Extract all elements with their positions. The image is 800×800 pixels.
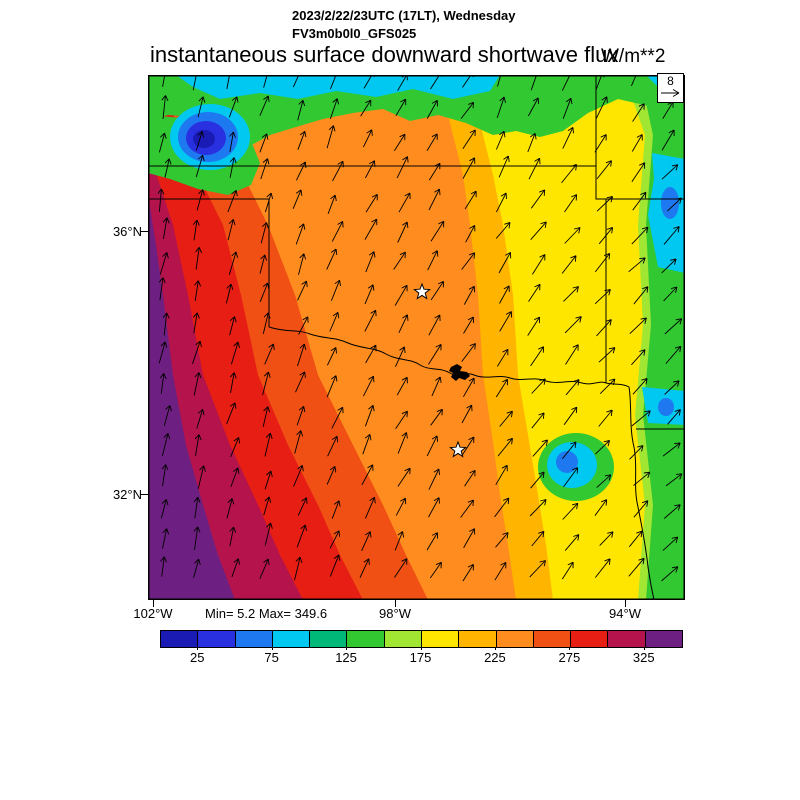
- colorbar-segment: [347, 631, 385, 647]
- colorbar-tick-label: 175: [409, 650, 432, 665]
- colorbar: [160, 630, 683, 648]
- colorbar-segment: [161, 631, 199, 647]
- minmax-label: Min= 5.2 Max= 349.6: [205, 606, 328, 621]
- reference-vector-box: 8: [657, 73, 684, 103]
- datetime-line: 2023/2/22/23UTC (17LT), Wednesday: [292, 8, 516, 23]
- colorbar-segment: [384, 631, 422, 647]
- colorbar-tick-label: 25: [189, 650, 205, 665]
- colorbar-segment: [608, 631, 646, 647]
- colorbar-segment: [533, 631, 572, 647]
- latitude-tick: [140, 494, 148, 495]
- location-star-marker: [449, 440, 467, 458]
- colorbar-tick-label: 75: [264, 650, 279, 665]
- colorbar-tick-label: 125: [335, 650, 357, 665]
- colorbar-segment: [571, 631, 609, 647]
- colorbar-tick-label: 225: [484, 650, 506, 665]
- reference-vector-arrow-icon: [661, 89, 680, 97]
- flux-field-layer: [148, 75, 685, 600]
- longitude-label: 94°W: [609, 606, 641, 621]
- colorbar-segment: [421, 631, 460, 647]
- latitude-tick: [140, 231, 148, 232]
- colorbar-tick: [643, 647, 645, 650]
- colorbar-tick-label: 275: [558, 650, 581, 665]
- colorbar-tick: [271, 647, 273, 650]
- longitude-label: 98°W: [379, 606, 411, 621]
- colorbar-segment: [496, 631, 534, 647]
- colorbar-tick: [420, 647, 422, 650]
- longitude-tick: [153, 600, 154, 607]
- colorbar-segment: [272, 631, 311, 647]
- wind-vector-layer: [157, 75, 683, 582]
- colorbar-segment: [310, 631, 348, 647]
- colorbar-segment: [198, 631, 236, 647]
- lake-marker: [449, 364, 470, 381]
- latitude-label: 32°N: [112, 487, 142, 502]
- model-line: FV3m0b0l0_GFS025: [292, 26, 417, 41]
- reference-vector-value: 8: [667, 74, 674, 88]
- colorbar-tick: [346, 647, 348, 650]
- latitude-label: 36°N: [112, 224, 142, 239]
- longitude-label: 102°W: [133, 606, 173, 621]
- colorbar-segment: [645, 631, 682, 647]
- units-label: W/m**2: [601, 46, 666, 67]
- colorbar-tick: [494, 647, 496, 650]
- map-canvas: [148, 75, 685, 600]
- longitude-tick: [395, 600, 396, 607]
- colorbar-tick: [569, 647, 571, 650]
- colorbar-tick-label: 325: [632, 650, 655, 665]
- plot-title: instantaneous surface downward shortwave…: [150, 42, 619, 67]
- colorbar-segment: [459, 631, 497, 647]
- colorbar-segment: [235, 631, 273, 647]
- longitude-tick: [625, 600, 626, 607]
- plot-header: 2023/2/22/23UTC (17LT), Wednesday FV3m0b…: [292, 7, 516, 43]
- colorbar-tick: [197, 647, 199, 650]
- map-frame: [148, 75, 685, 600]
- location-star-marker: [413, 282, 431, 300]
